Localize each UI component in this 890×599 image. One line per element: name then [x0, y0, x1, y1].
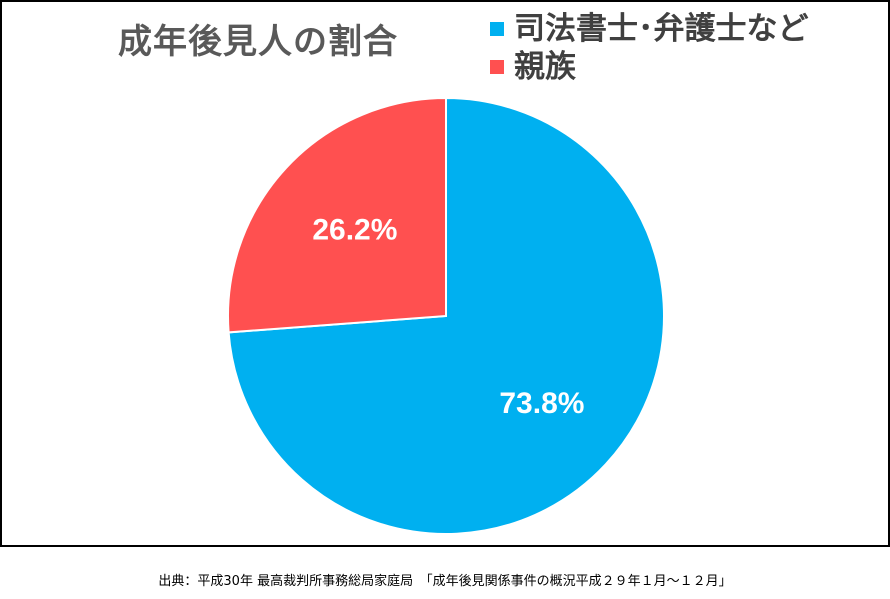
legend-label-relatives: 親族 — [514, 48, 576, 85]
data-label-relatives: 26.2% — [312, 213, 397, 246]
source-note: 出典：平成30年 最高裁判所事務総局家庭局 「成年後見関係事件の概況平成２９年１… — [158, 574, 732, 589]
data-label-professional: 73.8% — [499, 387, 584, 420]
legend-item-relatives: 親族 — [490, 48, 809, 86]
legend-label-professional: 司法書士･弁護士など — [514, 10, 809, 47]
pie-slice-relatives — [227, 96, 447, 334]
legend-swatch-professional — [490, 22, 504, 36]
legend-item-professional: 司法書士･弁護士など — [490, 10, 809, 48]
pie-chart: 73.8% 26.2% — [227, 96, 665, 535]
chart-title: 成年後見人の割合 — [118, 22, 398, 62]
legend-swatch-relatives — [490, 60, 504, 74]
legend: 司法書士･弁護士など 親族 — [490, 10, 809, 86]
